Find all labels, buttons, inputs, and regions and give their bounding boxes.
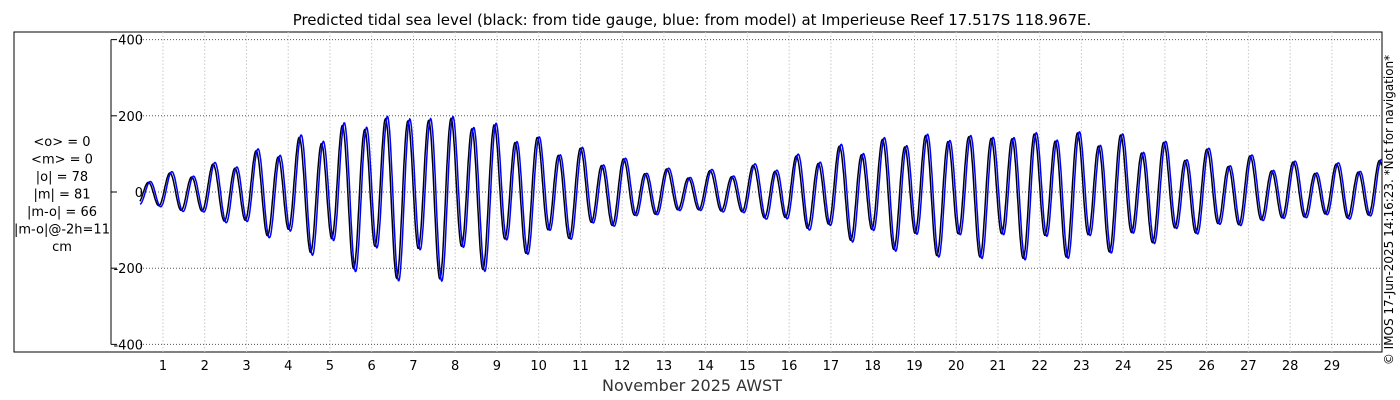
x-tick-label-4: 4 — [284, 359, 292, 374]
x-tick-label-13: 13 — [656, 359, 673, 374]
x-tick-label-11: 11 — [572, 359, 589, 374]
x-tick-label-3: 3 — [242, 359, 250, 374]
x-tick-label-14: 14 — [697, 359, 714, 374]
stat-line-4: |m-o| = 66 — [27, 205, 97, 220]
x-tick-label-8: 8 — [451, 359, 459, 374]
x-tick-label-7: 7 — [409, 359, 417, 374]
x-tick-label-21: 21 — [990, 359, 1007, 374]
x-tick-label-28: 28 — [1282, 359, 1299, 374]
chart-title: Predicted tidal sea level (black: from t… — [293, 11, 1092, 29]
x-tick-label-23: 23 — [1073, 359, 1090, 374]
x-tick-label-24: 24 — [1115, 359, 1132, 374]
x-tick-label-20: 20 — [948, 359, 965, 374]
stat-line-6: cm — [52, 240, 72, 255]
y-tick-label-1: -200 — [113, 262, 143, 277]
x-tick-label-18: 18 — [864, 359, 881, 374]
x-tick-label-2: 2 — [201, 359, 209, 374]
x-tick-label-26: 26 — [1198, 359, 1215, 374]
stat-line-0: <o> = 0 — [33, 135, 90, 150]
stat-line-1: <m> = 0 — [31, 153, 93, 168]
stat-line-5: |m-o|@-2h=11 — [14, 223, 110, 238]
x-tick-label-17: 17 — [823, 359, 840, 374]
copyright-note: © IMOS 17-Jun-2025 14:16:23. *Not for na… — [1382, 55, 1396, 365]
stats-box: <o> = 0 <m> = 0 |o| = 78 |m| = 81 |m-o| = 66… — [14, 135, 110, 255]
y-tick-labels: -400 -200 0 200 400 — [113, 34, 143, 354]
data-series — [139, 115, 1383, 283]
series-line-tide-gauge — [139, 117, 1383, 280]
x-tick-label-5: 5 — [326, 359, 334, 374]
y-axis — [110, 39, 117, 345]
series-line-model — [139, 115, 1382, 283]
x-tick-label-1: 1 — [159, 359, 167, 374]
x-tick-label-29: 29 — [1324, 359, 1341, 374]
x-tick-label-15: 15 — [739, 359, 756, 374]
x-tick-labels: 1 2 3 4 5 6 7 8 9 10 11 12 13 14 15 16 17 18 19 20 21 22 23 24 2… — [159, 359, 1340, 374]
x-tick-label-25: 25 — [1157, 359, 1174, 374]
x-tick-label-10: 10 — [530, 359, 547, 374]
x-tick-label-27: 27 — [1240, 359, 1257, 374]
y-tick-label-2: 0 — [135, 186, 143, 201]
y-tick-label-0: -400 — [113, 338, 143, 353]
stat-line-2: |o| = 78 — [36, 170, 88, 185]
x-tick-label-16: 16 — [781, 359, 798, 374]
x-tick-label-22: 22 — [1031, 359, 1048, 374]
x-tick-label-6: 6 — [368, 359, 376, 374]
x-tick-label-19: 19 — [906, 359, 923, 374]
stat-line-3: |m| = 81 — [33, 188, 90, 203]
y-tick-label-4: 400 — [118, 34, 143, 49]
y-tick-label-3: 200 — [118, 110, 143, 125]
x-axis-label: November 2025 AWST — [602, 376, 782, 395]
x-tick-label-9: 9 — [493, 359, 501, 374]
x-tick-label-12: 12 — [614, 359, 631, 374]
